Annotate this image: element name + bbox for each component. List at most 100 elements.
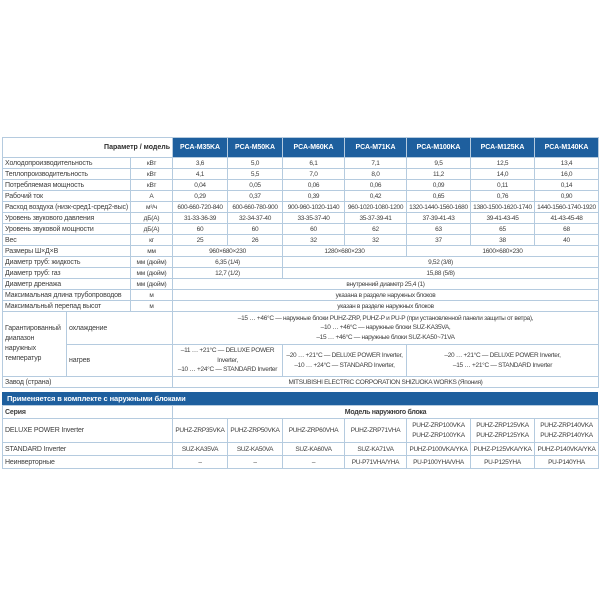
value-cell: 65 — [470, 223, 535, 235]
value-cell: 1380-1500-1620-1740 — [470, 201, 535, 213]
value-cell: 960×680×230 — [172, 245, 283, 257]
row-unit: дБ(А) — [130, 223, 173, 235]
spec-row-max-height-diff: Максимальный перепад высот м указан в ра… — [2, 300, 599, 312]
series-label: STANDARD Inverter — [2, 442, 173, 456]
outdoor-header-row: Серия Модель наружного блока — [2, 405, 600, 419]
outdoor-model-cell: – — [227, 455, 283, 469]
spec-row-max-pipe-length: Максимальная длина трубопроводов м указа… — [2, 289, 599, 301]
value-cell: 0,65 — [406, 190, 471, 202]
outdoor-model-cell: – — [172, 455, 228, 469]
spec-row-drain: Диаметр дренажа мм (дюйм) внутренний диа… — [2, 278, 599, 290]
spec-row-pipe-gas: Диаметр труб: газ мм (дюйм) 12,7 (1/2) 1… — [2, 267, 599, 279]
spec-row-sound-pressure: Уровень звукового давления дБ(А) 31-33-3… — [2, 212, 599, 224]
row-unit: м³/ч — [130, 201, 173, 213]
value-cell: 4,1 — [172, 168, 228, 180]
value-cell: внутренний диаметр 25,4 (1) — [172, 278, 599, 290]
model-header: PCA-M60KA — [282, 137, 345, 158]
value-cell: 0,42 — [344, 190, 407, 202]
row-unit: кВт — [130, 179, 173, 191]
value-cell: 0,29 — [172, 190, 228, 202]
spec-row-heating-capacity: Теплопроизводительность кВт 4,1 5,5 7,0 … — [2, 168, 599, 180]
value-cell: 1320-1440-1560-1680 — [406, 201, 471, 213]
value-cell: 12,7 (1/2) — [172, 267, 283, 279]
value-cell: 0,06 — [282, 179, 345, 191]
spec-row-power-consumption: Потребляемая мощность кВт 0,04 0,05 0,06… — [2, 179, 599, 191]
row-label: Размеры Ш×Д×В — [2, 245, 131, 257]
outdoor-row-deluxe: DELUXE POWER Inverter PUHZ-ZRP35VKA PUHZ… — [2, 418, 600, 443]
value-cell: 7,1 — [344, 157, 407, 169]
model-header: PCA-M125KA — [470, 137, 535, 158]
row-label: Диаметр труб: газ — [2, 267, 131, 279]
value-cell: 12,5 — [470, 157, 535, 169]
value-cell: 32 — [344, 234, 407, 246]
outdoor-model-cell: PUHZ-P125VKA/YKA — [470, 442, 535, 456]
model-header: PCA-M71KA — [344, 137, 407, 158]
outdoor-row-standard: STANDARD Inverter SUZ-KA35VA SUZ-KA50VA … — [2, 442, 600, 456]
value-cell: 0,39 — [282, 190, 345, 202]
outdoor-model-cell: PUHZ-ZRP125VKA PUHZ-ZRP125YKA — [470, 418, 535, 443]
value-cell: 60 — [282, 223, 345, 235]
row-unit: А — [130, 190, 173, 202]
model-header: PCA-M35KA — [172, 137, 228, 158]
value-cell: 6,35 (1/4) — [172, 256, 283, 268]
value-cell: 0,11 — [470, 179, 535, 191]
row-unit: м — [130, 300, 173, 312]
value-cell: 11,2 — [406, 168, 471, 180]
spec-row-sound-power: Уровень звуковой мощности дБ(А) 60 60 60… — [2, 223, 599, 235]
model-header: PCA-M50KA — [227, 137, 283, 158]
value-cell: 68 — [534, 223, 599, 235]
value-cell: 3,6 — [172, 157, 228, 169]
value-cell: 14,0 — [470, 168, 535, 180]
value-cell: 0,04 — [172, 179, 228, 191]
row-unit: дБ(А) — [130, 212, 173, 224]
spec-row-factory: Завод (страна) MITSUBISHI ELECTRIC CORPO… — [2, 376, 599, 388]
row-unit: мм — [130, 245, 173, 257]
row-unit: кг — [130, 234, 173, 246]
value-cell: 16,0 — [534, 168, 599, 180]
value-cell: 31-33-36-39 — [172, 212, 228, 224]
row-label: Диаметр труб: жидкость — [2, 256, 131, 268]
value-cell: 0,05 — [227, 179, 283, 191]
cooling-range-value: –15 … +46°C — наружные блоки PUHZ-ZRP, P… — [172, 311, 599, 345]
value-cell: 7,0 — [282, 168, 345, 180]
heating-range-value: –11 … +21°C — DELUXE POWER Inverter, –10… — [172, 344, 283, 377]
value-cell: 13,4 — [534, 157, 599, 169]
row-label: Уровень звуковой мощности — [2, 223, 131, 235]
model-header: PCA-M140KA — [534, 137, 599, 158]
outdoor-model-cell: – — [282, 455, 345, 469]
series-header: Серия — [2, 405, 173, 419]
value-cell: 0,90 — [534, 190, 599, 202]
heating-range-value: –20 … +21°C — DELUXE POWER Inverter, –15… — [406, 344, 599, 377]
outdoor-model-cell: PUHZ-ZRP60VHA — [282, 418, 345, 443]
row-label: Диаметр дренажа — [2, 278, 131, 290]
outdoor-model-cell: PU-P71VHA/YHA — [344, 455, 407, 469]
outdoor-units-table: Серия Модель наружного блока DELUXE POWE… — [2, 405, 600, 469]
heating-range-value: –20 … +21°C — DELUXE POWER Inverter, –10… — [282, 344, 407, 377]
row-unit: м — [130, 289, 173, 301]
outdoor-model-cell: SUZ-KA35VA — [172, 442, 228, 456]
value-cell: 63 — [406, 223, 471, 235]
spec-row-dimensions: Размеры Ш×Д×В мм 960×680×230 1280×680×23… — [2, 245, 599, 257]
model-header: PCA-M100KA — [406, 137, 471, 158]
row-unit: мм (дюйм) — [130, 256, 173, 268]
heating-sublabel: нагрев — [66, 344, 173, 377]
value-cell: 37-39-41-43 — [406, 212, 471, 224]
spec-table: Параметр / модель PCA-M35KA PCA-M50KA PC… — [2, 137, 599, 388]
spec-header-row: Параметр / модель PCA-M35KA PCA-M50KA PC… — [2, 137, 599, 158]
outdoor-model-cell: PU-P125YHA — [470, 455, 535, 469]
row-label: Вес — [2, 234, 131, 246]
series-label: Неинверторные — [2, 455, 173, 469]
value-cell: 60 — [227, 223, 283, 235]
value-cell: 0,09 — [406, 179, 471, 191]
value-cell: 0,14 — [534, 179, 599, 191]
row-unit: мм (дюйм) — [130, 278, 173, 290]
value-cell: 26 — [227, 234, 283, 246]
spec-row-current: Рабочий ток А 0,29 0,37 0,39 0,42 0,65 0… — [2, 190, 599, 202]
row-label: Расход воздуха (низк-сред1-сред2-выс) — [2, 201, 131, 213]
value-cell: 9,5 — [406, 157, 471, 169]
spec-row-pipe-liquid: Диаметр труб: жидкость мм (дюйм) 6,35 (1… — [2, 256, 599, 268]
spec-row-temp-heating: нагрев –11 … +21°C — DELUXE POWER Invert… — [3, 344, 599, 377]
row-label: Максимальная длина трубопроводов — [2, 289, 131, 301]
value-cell: 1280×680×230 — [282, 245, 407, 257]
value-cell: 1600×680×230 — [406, 245, 599, 257]
